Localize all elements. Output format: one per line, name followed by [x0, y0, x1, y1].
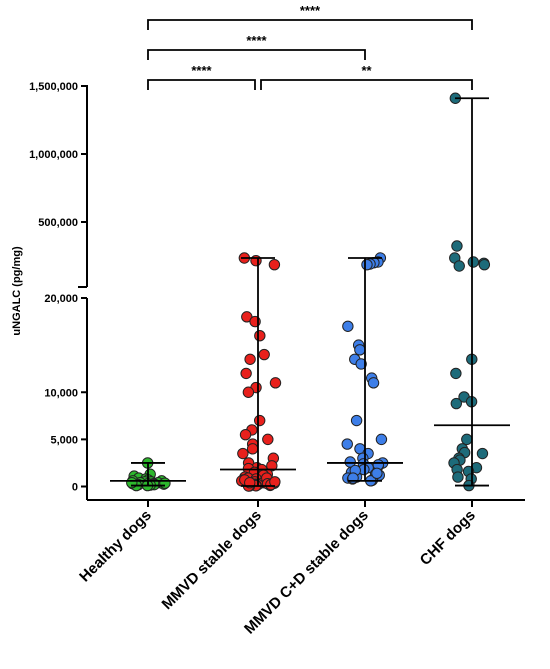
data-point: [461, 433, 473, 446]
data-point: [341, 438, 353, 450]
data-point: [451, 240, 463, 252]
significance-label: ****: [300, 3, 321, 18]
data-point: [452, 471, 464, 483]
data-point: [367, 377, 380, 389]
y-axis-label: uNGALC (pg/mg): [11, 246, 23, 336]
data-point: [159, 477, 171, 489]
x-category-label: Healthy dogs: [76, 507, 155, 586]
data-point: [478, 258, 491, 271]
significance-label: ****: [191, 63, 212, 78]
data-point: [467, 256, 480, 268]
data-point: [269, 476, 281, 488]
data-point: [371, 467, 383, 480]
data-point: [355, 358, 367, 370]
data-point: [239, 428, 252, 441]
y-tick-label: 500,000: [38, 217, 78, 229]
data-point: [450, 397, 463, 410]
data-point: [246, 443, 259, 455]
data-point: [453, 260, 465, 272]
data-point: [258, 348, 270, 361]
significance-label: ****: [246, 33, 267, 48]
y-tick-label: 5,000: [50, 434, 78, 446]
y-tick-label: 1,500,000: [29, 81, 78, 93]
data-point: [450, 367, 462, 380]
significance-bracket: [147, 79, 256, 90]
y-tick-label: 1,000,000: [29, 149, 78, 161]
y-tick-label: 10,000: [44, 387, 78, 399]
data-point: [244, 353, 256, 365]
data-point: [237, 447, 249, 460]
data-point: [354, 344, 366, 356]
data-point: [361, 258, 373, 271]
data-point: [375, 433, 388, 446]
y-tick-label: 20,000: [44, 293, 78, 305]
data-point: [253, 414, 266, 427]
significance-bracket: [147, 49, 366, 60]
x-category-label: CHF dogs: [417, 507, 479, 569]
significance-label: **: [361, 63, 372, 78]
x-category-label: MMVD stable dogs: [159, 507, 265, 613]
data-point: [262, 433, 274, 446]
data-point: [476, 447, 489, 460]
x-category-label: MMVD C+D stable dogs: [241, 507, 372, 638]
data-point: [254, 330, 266, 342]
significance-bracket: [260, 79, 473, 90]
data-point: [240, 367, 252, 380]
data-point: [342, 320, 354, 332]
data-point: [250, 254, 262, 267]
significance-bracket: [147, 19, 473, 30]
data-point: [350, 414, 363, 427]
data-point: [242, 386, 255, 398]
data-point: [269, 377, 282, 389]
data-point: [268, 258, 281, 271]
y-tick-label: 0: [72, 482, 78, 494]
